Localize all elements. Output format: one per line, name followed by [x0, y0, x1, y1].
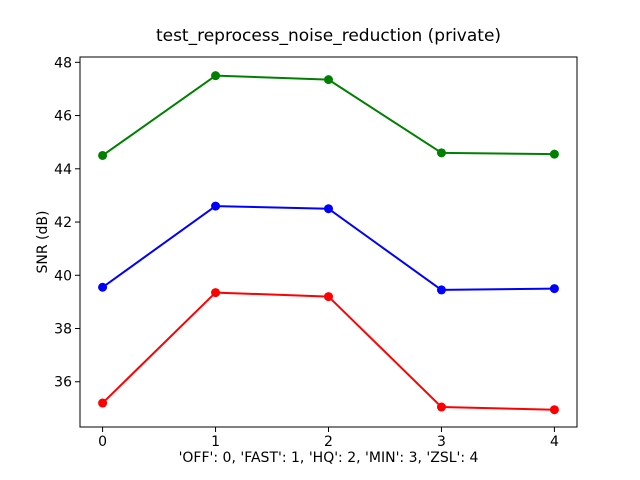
y-tick-label: 46 — [54, 109, 72, 125]
data-point-blue-2 — [324, 204, 333, 214]
y-tick-label: 36 — [54, 375, 72, 391]
y-tick-label: 40 — [54, 268, 72, 284]
y-tick-label: 38 — [54, 322, 72, 338]
x-tick-label: 0 — [98, 434, 107, 450]
x-axis-label: 'OFF': 0, 'FAST': 1, 'HQ': 2, 'MIN': 3, … — [178, 450, 479, 466]
x-tick-label: 4 — [550, 434, 559, 450]
plot-border — [79, 56, 578, 428]
series-line-blue — [101, 205, 556, 291]
series-line-red — [101, 291, 556, 411]
data-point-blue-1 — [211, 201, 221, 211]
data-point-blue-3 — [436, 285, 446, 295]
chart-title: test_reprocess_noise_reduction (private) — [155, 26, 502, 46]
data-point-red-4 — [549, 405, 559, 415]
x-tick-label: 3 — [437, 434, 446, 450]
y-axis-label: SNR (dB) — [35, 210, 51, 274]
data-point-green-4 — [549, 149, 559, 159]
data-point-red-0 — [98, 398, 108, 408]
x-tick-label: 1 — [211, 434, 220, 450]
data-point-red-3 — [436, 402, 446, 412]
data-point-green-1 — [211, 71, 221, 81]
data-point-red-1 — [211, 288, 221, 298]
data-point-green-2 — [324, 75, 333, 85]
data-point-green-0 — [98, 150, 108, 160]
data-point-red-2 — [324, 292, 333, 302]
data-point-blue-4 — [549, 284, 559, 294]
series-line-green — [101, 74, 556, 157]
x-tick-label: 2 — [324, 434, 333, 450]
y-tick-label: 48 — [54, 55, 72, 71]
y-tick-label: 42 — [54, 215, 72, 231]
data-point-green-3 — [436, 148, 446, 158]
y-tick-label: 44 — [54, 162, 72, 178]
data-point-blue-0 — [98, 282, 108, 292]
